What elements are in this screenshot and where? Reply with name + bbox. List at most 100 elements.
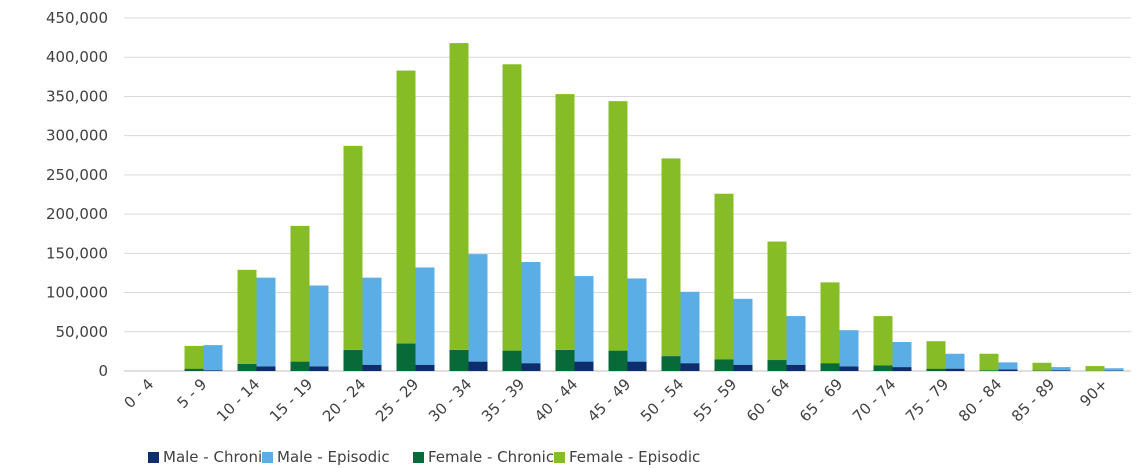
bar-female-chronic-75-79	[926, 368, 946, 371]
bar-male-episodic-40-44	[574, 276, 594, 362]
legend-item: Female - Episodic	[554, 447, 700, 467]
bar-female-episodic-15-19	[290, 225, 310, 362]
bar-female-chronic-40-44	[555, 349, 575, 371]
legend-swatch	[148, 451, 159, 463]
bar-female-chronic-50-54	[661, 356, 681, 371]
bar-male-chronic-50-54	[680, 363, 700, 371]
bar-female-episodic-35-39	[502, 64, 522, 351]
x-tick-label: 15 - 19	[266, 375, 316, 425]
y-tick-label: 400,000	[46, 48, 108, 66]
bar-male-episodic-85-89	[1051, 367, 1071, 371]
bar-male-episodic-10-14	[256, 277, 276, 367]
bar-male-chronic-65-69	[839, 366, 859, 371]
legend-label: Male - Episodic	[277, 448, 390, 466]
bar-female-episodic-25-29	[396, 70, 416, 344]
bar-female-episodic-40-44	[555, 94, 575, 350]
bar-male-episodic-60-64	[786, 316, 806, 365]
bar-male-chronic-70-74	[892, 367, 912, 371]
bar-male-episodic-55-59	[733, 298, 753, 365]
bar-male-episodic-20-24	[362, 277, 382, 365]
bar-male-chronic-60-64	[786, 364, 806, 371]
bar-male-episodic-15-19	[309, 285, 329, 367]
legend-label: Female - Episodic	[569, 448, 701, 466]
y-tick-label: 150,000	[46, 244, 108, 262]
legend-item: Female - Chronic	[413, 447, 554, 467]
bar-male-chronic-80-84	[998, 369, 1018, 371]
bar-male-episodic-30-34	[468, 254, 488, 362]
bar-female-episodic-45-49	[608, 101, 628, 351]
x-tick-label: 55 - 59	[690, 375, 740, 425]
bar-female-episodic-70-74	[873, 316, 893, 366]
bar-male-chronic-35-39	[521, 363, 541, 371]
bar-male-chronic-40-44	[574, 361, 594, 371]
bar-male-episodic-5-9	[203, 345, 223, 371]
bar-male-chronic-85-89	[1051, 370, 1071, 371]
bar-female-episodic-30-34	[449, 43, 469, 350]
x-tick-label: 40 - 44	[531, 375, 581, 425]
x-tick-label: 30 - 34	[425, 375, 475, 425]
bar-male-episodic-45-49	[627, 278, 647, 362]
bar-male-chronic-15-19	[309, 366, 329, 371]
y-tick-label: 0	[98, 362, 108, 380]
x-tick-label: 60 - 64	[743, 375, 793, 425]
chart: 0 50,000 100,000 150,000 200,000 250,000 300,0…	[46, 9, 1131, 425]
x-tick-label: 75 - 79	[902, 375, 952, 425]
bar-female-chronic-30-34	[449, 349, 469, 371]
bar-male-chronic-45-49	[627, 361, 647, 371]
x-tick-label: 90+	[1076, 375, 1111, 410]
bar-female-episodic-90-	[1085, 366, 1105, 371]
bar-female-episodic-65-69	[820, 282, 840, 364]
legend-item: Male - Episodic	[262, 447, 390, 467]
bar-female-episodic-85-89	[1032, 362, 1052, 371]
y-tick-label: 200,000	[46, 205, 108, 223]
bar-female-chronic-35-39	[502, 350, 522, 371]
bar-female-chronic-55-59	[714, 359, 734, 371]
legend-swatch	[413, 451, 424, 463]
y-tick-label: 100,000	[46, 284, 108, 302]
bar-male-episodic-80-84	[998, 362, 1018, 370]
y-tick-label: 350,000	[46, 87, 108, 105]
bar-female-chronic-10-14	[237, 363, 257, 371]
y-tick-label: 450,000	[46, 9, 108, 27]
bar-male-episodic-70-74	[892, 341, 912, 368]
bar-female-chronic-20-24	[343, 349, 363, 371]
bar-female-episodic-80-84	[979, 353, 999, 371]
bar-male-episodic-25-29	[415, 267, 435, 365]
bar-male-chronic-5-9	[203, 370, 223, 371]
x-tick-label: 10 - 14	[213, 375, 263, 425]
bar-female-episodic-75-79	[926, 341, 946, 369]
bar-female-episodic-5-9	[184, 345, 204, 369]
legend-label: Male - Chronic	[163, 448, 271, 466]
legend: Male - Chronic Male - Episodic Female - Ch…	[0, 447, 1139, 467]
bar-male-chronic-55-59	[733, 364, 753, 371]
x-tick-label: 35 - 39	[478, 375, 528, 425]
bar-female-chronic-65-69	[820, 363, 840, 371]
bar-female-chronic-25-29	[396, 343, 416, 371]
bar-female-episodic-60-64	[767, 241, 787, 361]
bar-female-episodic-10-14	[237, 269, 257, 364]
bar-male-chronic-75-79	[945, 368, 965, 371]
bar-female-chronic-5-9	[184, 368, 204, 371]
bar-female-chronic-15-19	[290, 361, 310, 371]
legend-item: Male - Chronic	[148, 447, 270, 467]
bar-male-chronic-20-24	[362, 364, 382, 371]
bar-female-chronic-45-49	[608, 350, 628, 371]
y-tick-label: 50,000	[56, 323, 109, 341]
bar-male-chronic-10-14	[256, 366, 276, 371]
x-tick-label: 80 - 84	[955, 375, 1005, 425]
x-tick-label: 45 - 49	[584, 375, 634, 425]
x-tick-label: 50 - 54	[637, 375, 687, 425]
bar-male-episodic-50-54	[680, 291, 700, 364]
legend-swatch	[262, 451, 273, 463]
bar-female-chronic-60-64	[767, 360, 787, 371]
x-tick-label: 25 - 29	[372, 375, 422, 425]
x-tick-label: 20 - 24	[319, 375, 369, 425]
x-tick-label: 70 - 74	[849, 375, 899, 425]
legend-label: Female - Chronic	[428, 448, 555, 466]
bar-female-chronic-70-74	[873, 365, 893, 371]
bars	[184, 43, 1124, 371]
x-tick-label: 5 - 9	[174, 375, 211, 412]
y-axis-tick-labels: 0 50,000 100,000 150,000 200,000 250,000 300,0…	[46, 9, 108, 380]
bar-male-chronic-30-34	[468, 361, 488, 371]
bar-female-chronic-80-84	[979, 370, 999, 371]
